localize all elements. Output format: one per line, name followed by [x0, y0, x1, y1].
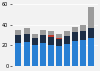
Bar — [56, 39, 62, 46]
Bar — [88, 38, 94, 66]
Bar — [72, 32, 78, 41]
Bar — [40, 35, 46, 43]
Bar — [64, 31, 70, 36]
Bar — [64, 44, 70, 66]
Bar — [16, 30, 22, 35]
Bar — [24, 42, 30, 66]
Bar — [80, 40, 86, 66]
Bar — [88, 28, 94, 38]
Bar — [48, 35, 54, 37]
Bar — [56, 38, 62, 39]
Bar — [64, 36, 70, 44]
Bar — [88, 7, 94, 28]
Bar — [56, 34, 62, 38]
Bar — [32, 38, 38, 45]
Bar — [24, 28, 30, 34]
Bar — [40, 43, 46, 66]
Bar — [48, 37, 54, 45]
Bar — [72, 27, 78, 32]
Bar — [16, 35, 22, 43]
Bar — [80, 25, 86, 31]
Bar — [80, 31, 86, 40]
Bar — [56, 46, 62, 66]
Bar — [40, 30, 46, 35]
Bar — [48, 31, 54, 35]
Bar — [24, 34, 30, 42]
Bar — [32, 34, 38, 38]
Bar — [72, 41, 78, 66]
Bar — [16, 43, 22, 66]
Bar — [48, 45, 54, 66]
Bar — [32, 45, 38, 66]
